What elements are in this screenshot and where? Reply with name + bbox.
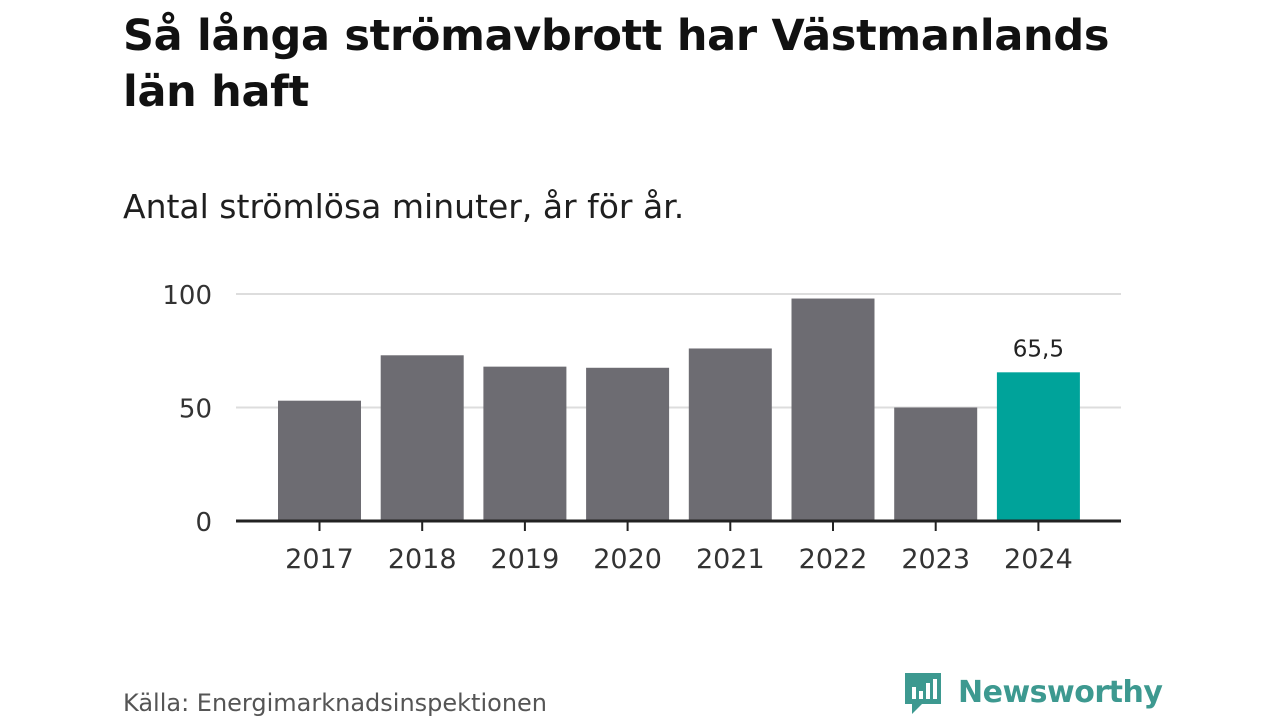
y-tick-label: 50 (179, 395, 212, 425)
bar (791, 298, 875, 521)
bar-chart: 0 50 100 2017 2018 2019 2020 2021 2022 2023 2024 65… (162, 281, 1121, 575)
source-note: Källa: Energimarknadsinspektionen (123, 689, 548, 717)
chart-title: Så långa strömavbrott har Västmanlands l… (123, 11, 1110, 117)
bar-chart-speech-bubble-icon (905, 673, 941, 714)
brand-name: Newsworthy (958, 675, 1163, 710)
bar (688, 348, 772, 521)
x-tick-label: 2017 (285, 544, 354, 575)
y-tick-label: 0 (195, 508, 212, 538)
bar (894, 407, 978, 521)
chart-subtitle: Antal strömlösa minuter, år för år. (123, 187, 685, 226)
brand-logo: Newsworthy (902, 669, 1163, 717)
x-tick-label: 2022 (799, 544, 868, 575)
bar (380, 355, 464, 521)
bar (483, 366, 567, 521)
x-tick-label: 2018 (388, 544, 457, 575)
x-tick-label: 2024 (1004, 544, 1073, 575)
x-tick-label: 2020 (593, 544, 662, 575)
x-tick-label: 2021 (696, 544, 765, 575)
bar (996, 372, 1080, 521)
y-tick-label: 100 (162, 281, 212, 311)
bar (278, 400, 361, 521)
x-tick-label: 2019 (491, 544, 560, 575)
bar (586, 367, 670, 521)
x-tick-label: 2023 (901, 544, 970, 575)
data-label: 65,5 (1013, 336, 1064, 362)
